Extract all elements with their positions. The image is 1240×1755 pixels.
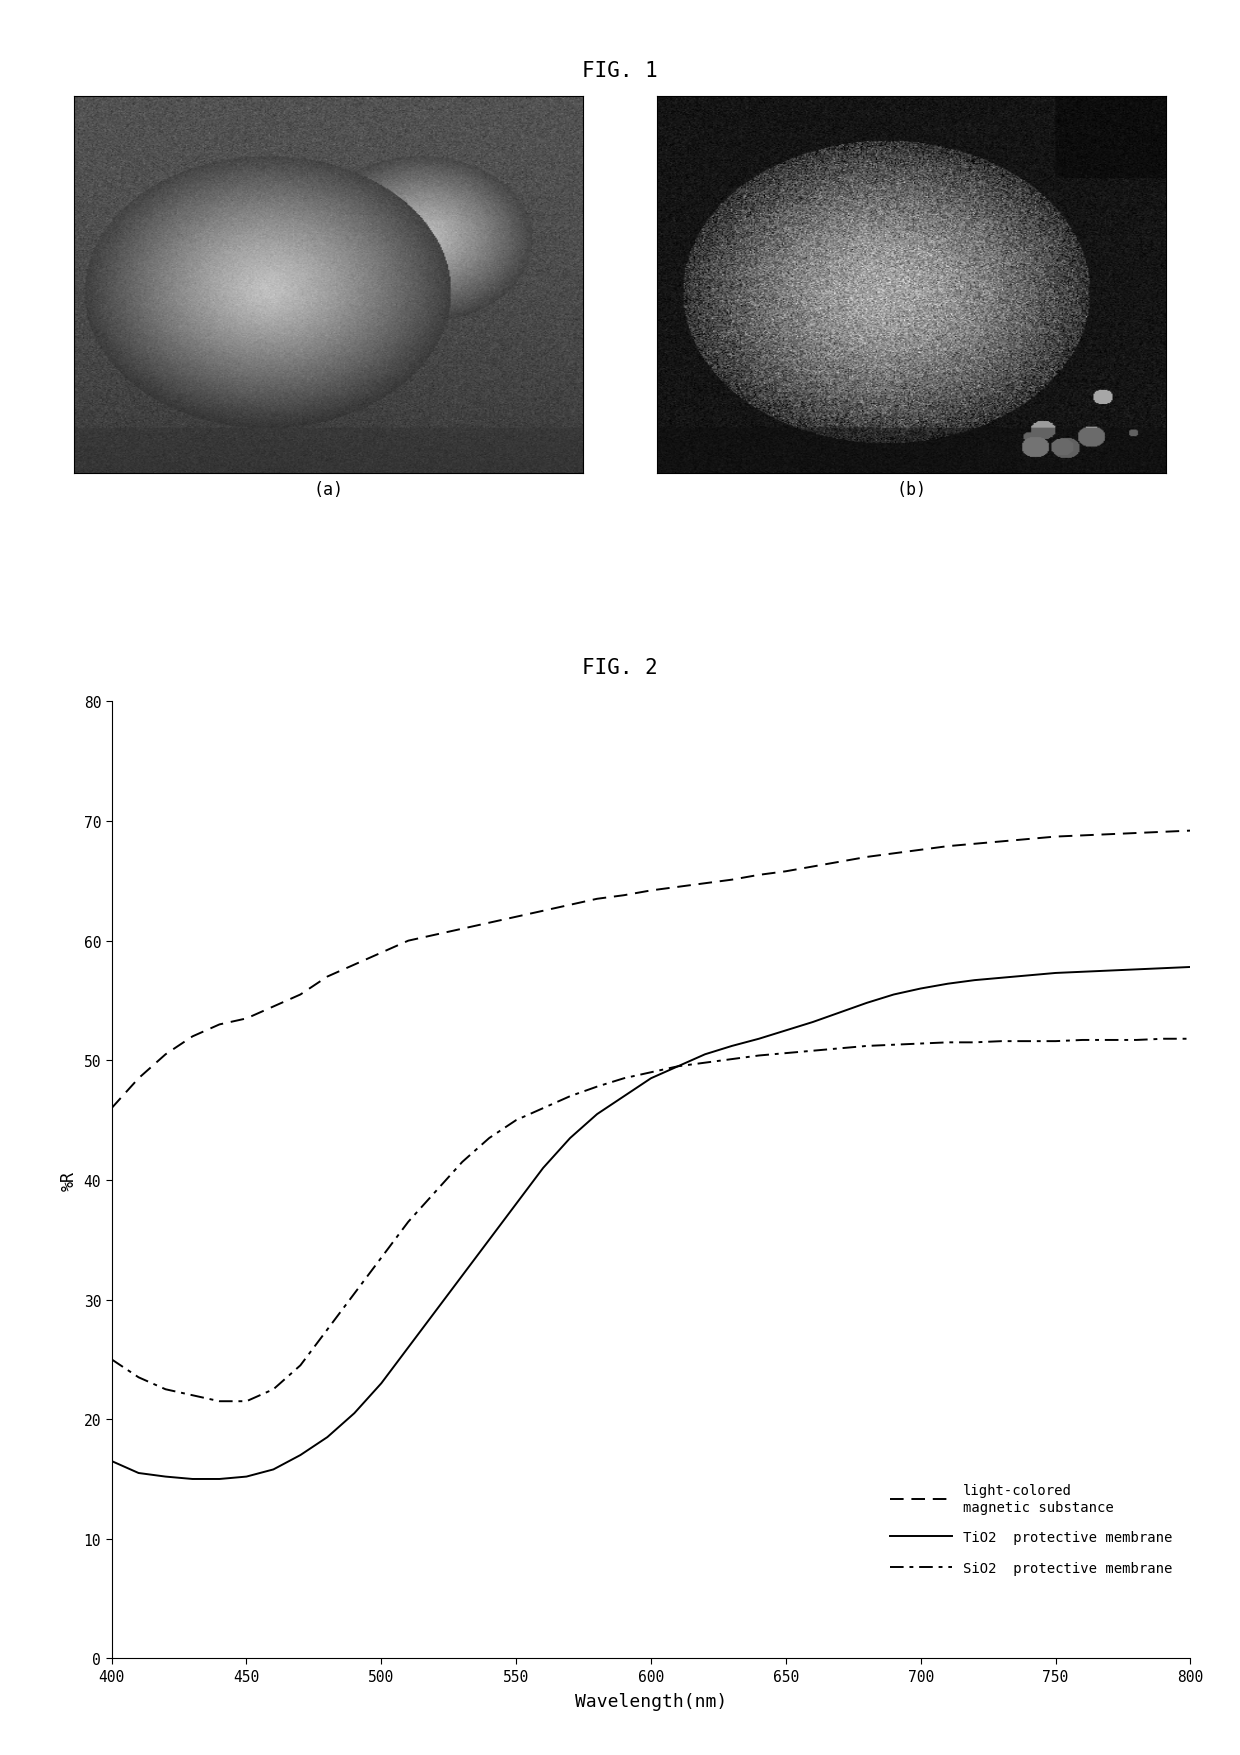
- Y-axis label: %R: %R: [60, 1171, 78, 1190]
- Text: FIG. 1: FIG. 1: [582, 61, 658, 81]
- Legend: light-colored
magnetic substance, TiO2  protective membrane, SiO2  protective me: light-colored magnetic substance, TiO2 p…: [889, 1483, 1173, 1574]
- Text: (b): (b): [897, 481, 926, 498]
- Text: (a): (a): [314, 481, 343, 498]
- X-axis label: Wavelength(nm): Wavelength(nm): [575, 1692, 727, 1709]
- Text: FIG. 2: FIG. 2: [582, 658, 658, 677]
